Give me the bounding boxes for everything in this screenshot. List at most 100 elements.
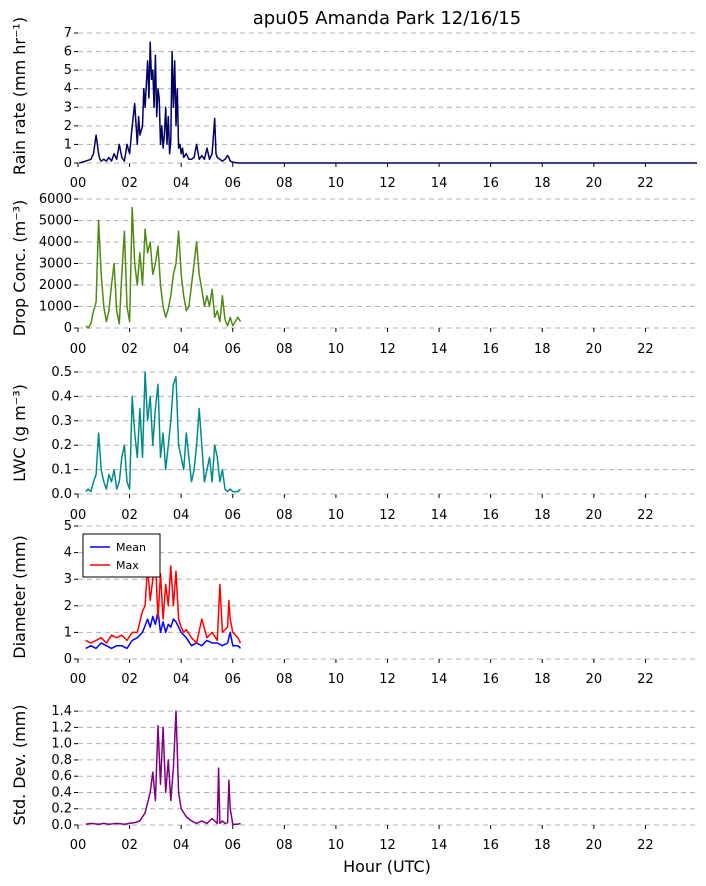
y-tick-label: 1.2 xyxy=(51,720,72,735)
x-tick-label: 04 xyxy=(173,838,190,853)
x-tick-label: 22 xyxy=(637,342,654,357)
y-tick-label: 5 xyxy=(64,519,72,534)
x-tick-label: 16 xyxy=(482,508,499,523)
x-tick-label: 14 xyxy=(431,176,448,191)
y-tick-label: 0.2 xyxy=(51,802,72,817)
x-tick-label: 02 xyxy=(121,342,138,357)
panel-3: 0.0 0.1 0.2 0.3 0.4 0.5 00 02 04 06 08 10 12 14 16 18 20… xyxy=(10,365,697,523)
x-tick-label: 10 xyxy=(328,508,345,523)
legend: Mean Max xyxy=(82,533,161,578)
y-tick-label: 0.0 xyxy=(51,818,72,833)
chart-title: apu05 Amanda Park 12/16/15 xyxy=(253,8,521,29)
x-tick-label: 18 xyxy=(534,342,551,357)
series-line-mean xyxy=(85,610,242,650)
y-axis-label: Std. Dev. (mm) xyxy=(10,705,29,826)
x-tick-label: 14 xyxy=(431,838,448,853)
x-tick-label: 18 xyxy=(534,508,551,523)
x-tick-label: 14 xyxy=(431,342,448,357)
y-tick-label: 1.4 xyxy=(51,704,72,719)
y-axis-label: LWC (g m⁻³) xyxy=(10,384,29,482)
x-tick-label: 08 xyxy=(276,342,293,357)
x-tick-label: 06 xyxy=(224,176,241,191)
x-tick-label: 04 xyxy=(173,508,190,523)
x-tick-label: 00 xyxy=(70,342,87,357)
x-tick-label: 00 xyxy=(70,176,87,191)
y-tick-label: 3 xyxy=(64,572,72,587)
legend-box xyxy=(82,533,161,578)
x-tick-label: 08 xyxy=(276,672,293,687)
panel-5: 0.00.2 0.40.60.81.0 1.21.4 00 02 04 06 08 10 12 14… xyxy=(10,704,697,853)
x-tick-label: 16 xyxy=(482,838,499,853)
x-axis-label: Hour (UTC) xyxy=(343,857,431,876)
panel-2: 0 1000 2000 3000 4000 5000 6000 00 02 04 06 08 10 12 1… xyxy=(10,192,697,357)
y-tick-label: 6 xyxy=(64,45,72,60)
y-axis-label: Rain rate (mm hr⁻¹) xyxy=(10,17,29,175)
x-tick-label: 16 xyxy=(482,672,499,687)
x-tick-label: 12 xyxy=(379,176,396,191)
y-tick-label: 4000 xyxy=(39,235,72,250)
y-tick-label: 0.4 xyxy=(51,389,72,404)
x-tick-label: 02 xyxy=(121,508,138,523)
y-tick-label: 0.4 xyxy=(51,785,72,800)
y-tick-label: 1.0 xyxy=(51,737,72,752)
y-axis-label: Drop Conc. (m⁻³) xyxy=(10,200,29,337)
x-tick-label: 08 xyxy=(276,508,293,523)
y-tick-label: 0.8 xyxy=(51,753,72,768)
series-line-2 xyxy=(85,206,242,329)
x-tick-label: 02 xyxy=(121,838,138,853)
x-tick-label: 00 xyxy=(70,508,87,523)
y-tick-label: 2000 xyxy=(39,278,72,293)
series-line-3 xyxy=(85,371,242,493)
x-tick-label: 16 xyxy=(482,342,499,357)
series-line-5 xyxy=(85,710,241,825)
x-tick-label: 12 xyxy=(379,672,396,687)
x-tick-label: 22 xyxy=(637,176,654,191)
x-tick-label: 06 xyxy=(224,342,241,357)
x-tick-label: 06 xyxy=(224,838,241,853)
y-tick-label: 3 xyxy=(64,100,72,115)
x-tick-label: 02 xyxy=(121,672,138,687)
x-tick-label: 04 xyxy=(173,342,190,357)
x-tick-label: 20 xyxy=(586,176,603,191)
x-tick-label: 04 xyxy=(173,672,190,687)
x-tick-label: 00 xyxy=(70,838,87,853)
x-tick-label: 04 xyxy=(173,176,190,191)
y-tick-label: 0.0 xyxy=(51,487,72,502)
x-tick-label: 20 xyxy=(586,838,603,853)
y-tick-label: 2 xyxy=(64,119,72,134)
x-tick-label: 22 xyxy=(637,672,654,687)
x-tick-label: 16 xyxy=(482,176,499,191)
x-tick-label: 10 xyxy=(328,176,345,191)
legend-entry: Mean xyxy=(116,541,146,554)
y-tick-label: 7 xyxy=(64,26,72,41)
x-tick-label: 06 xyxy=(224,672,241,687)
x-tick-label: 10 xyxy=(328,672,345,687)
y-tick-label: 6000 xyxy=(39,192,72,207)
series-line-max xyxy=(85,557,242,644)
legend-entry: Max xyxy=(116,559,139,572)
y-tick-label: 0.1 xyxy=(51,463,72,478)
x-tick-label: 14 xyxy=(431,672,448,687)
y-tick-label: 0 xyxy=(64,652,72,667)
y-tick-label: 1000 xyxy=(39,300,72,315)
x-tick-label: 08 xyxy=(276,176,293,191)
series-line-1 xyxy=(79,41,697,164)
x-tick-label: 06 xyxy=(224,508,241,523)
x-tick-label: 14 xyxy=(431,508,448,523)
x-tick-label: 20 xyxy=(586,508,603,523)
x-tick-label: 12 xyxy=(379,342,396,357)
x-tick-label: 20 xyxy=(586,672,603,687)
y-tick-label: 3000 xyxy=(39,257,72,272)
x-tick-label: 22 xyxy=(637,508,654,523)
y-tick-label: 1 xyxy=(64,625,72,640)
y-tick-label: 5000 xyxy=(39,214,72,229)
y-tick-label: 0 xyxy=(64,321,72,336)
x-tick-label: 00 xyxy=(70,672,87,687)
x-tick-label: 10 xyxy=(328,342,345,357)
x-tick-label: 22 xyxy=(637,838,654,853)
y-tick-label: 0.3 xyxy=(51,414,72,429)
y-tick-label: 1 xyxy=(64,137,72,152)
